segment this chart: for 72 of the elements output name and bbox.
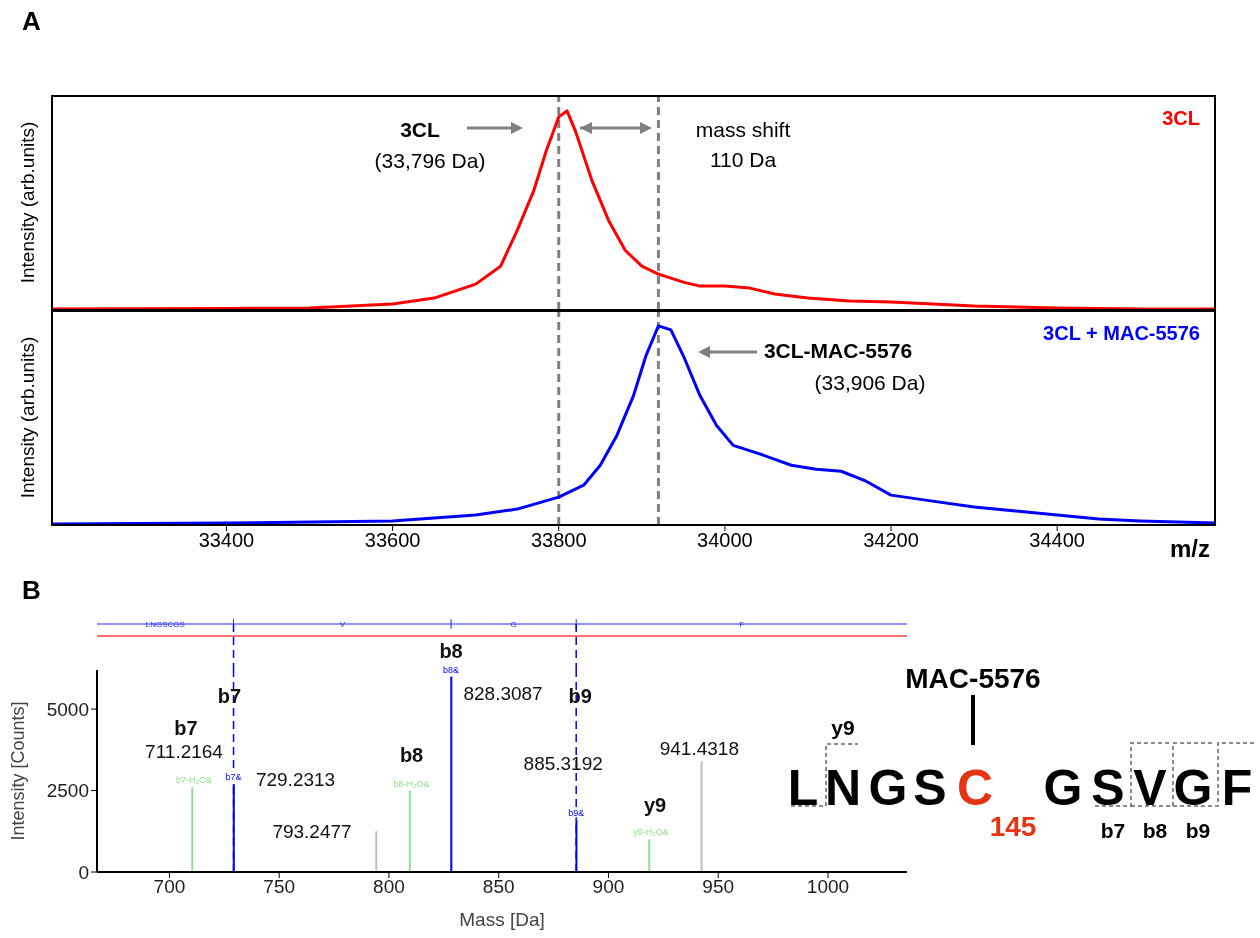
y-axis-title: Intensity (arb.units)	[17, 121, 38, 284]
annotation: (33,906 Da)	[814, 371, 926, 394]
annotation: (33,796 Da)	[374, 149, 486, 172]
x-tick-label: 950	[702, 876, 735, 898]
text: S	[913, 760, 947, 816]
data-label: b8-H₂O&	[393, 778, 430, 789]
y-tick-label: 5000	[46, 698, 89, 720]
x-tick-label: 900	[592, 876, 625, 898]
annotation: G	[868, 760, 908, 816]
text: F	[739, 620, 745, 629]
text: G	[1173, 760, 1213, 816]
annotation: MAC-5576	[905, 663, 1041, 694]
bar	[191, 787, 194, 872]
y-axis-title: Intensity [Counts]	[8, 701, 28, 841]
y-axis-title: Intensity (arb.units)	[17, 336, 38, 499]
text: F	[1221, 760, 1253, 816]
annotation: b9	[568, 685, 592, 708]
data-label: y9-H₂O&	[633, 827, 669, 838]
annotation: b7	[174, 717, 198, 740]
bar	[700, 761, 703, 872]
x-tick-label: 33800	[530, 529, 587, 552]
x-tick-label: 800	[373, 876, 405, 898]
bar	[450, 676, 453, 872]
text: 3CL + MAC-5576	[1043, 322, 1200, 344]
y-tick-label: 0	[78, 861, 89, 883]
annotation: 729.2313	[255, 769, 336, 791]
x-tick-label: 750	[263, 876, 296, 898]
text: 3CL	[1162, 107, 1200, 129]
text: b9	[1185, 819, 1211, 842]
annotation: 941.4318	[659, 738, 739, 760]
text: b8	[1142, 819, 1168, 842]
x-tick-label: 34400	[1029, 529, 1085, 552]
text: G	[1043, 760, 1083, 816]
text: V	[339, 620, 346, 629]
bar	[408, 790, 411, 872]
x-tick-label: 850	[482, 876, 515, 898]
annotation: y9	[831, 716, 855, 739]
bar	[375, 831, 378, 872]
annotation: N	[824, 760, 862, 816]
chart-title: B	[22, 575, 41, 606]
annotation: 828.3087	[463, 682, 543, 704]
x-axis-title: m/z	[1169, 535, 1210, 562]
annotation: 110 Da	[709, 148, 777, 171]
annotation: b8	[439, 639, 463, 662]
data-label: b7-H₂O&	[176, 775, 213, 786]
chart-title: A	[22, 6, 41, 37]
x-axis-title: Mass [Da]	[459, 909, 545, 930]
annotation: 793.2477	[272, 821, 352, 843]
bar	[648, 839, 651, 872]
annotation: 3CL-MAC-5576	[763, 339, 913, 362]
x-tick-label: 34000	[697, 529, 753, 552]
x-tick-label: 33600	[364, 529, 421, 552]
text: G	[510, 620, 517, 629]
x-tick-label: 34200	[863, 529, 919, 552]
annotation: L	[787, 760, 819, 816]
annotation: b7	[217, 685, 242, 708]
data-label: b8&	[443, 664, 460, 675]
annotation: 711.2164	[145, 741, 224, 763]
y-tick-label: 2500	[46, 780, 89, 802]
x-tick-label: 1000	[806, 876, 850, 898]
annotation: mass shift	[695, 118, 791, 141]
text: S	[1091, 760, 1125, 816]
text: V	[1133, 760, 1168, 816]
annotation: 3CL	[400, 118, 440, 141]
annotation: b8	[399, 743, 424, 766]
text: b7	[1100, 819, 1126, 842]
x-tick-label: 33400	[198, 529, 255, 552]
annotation: y9	[643, 794, 667, 817]
data-label: b9&	[568, 807, 585, 818]
text: LNGSCGS	[145, 620, 185, 629]
x-tick-label: 700	[153, 876, 186, 898]
annotation: 885.3192	[523, 752, 603, 774]
